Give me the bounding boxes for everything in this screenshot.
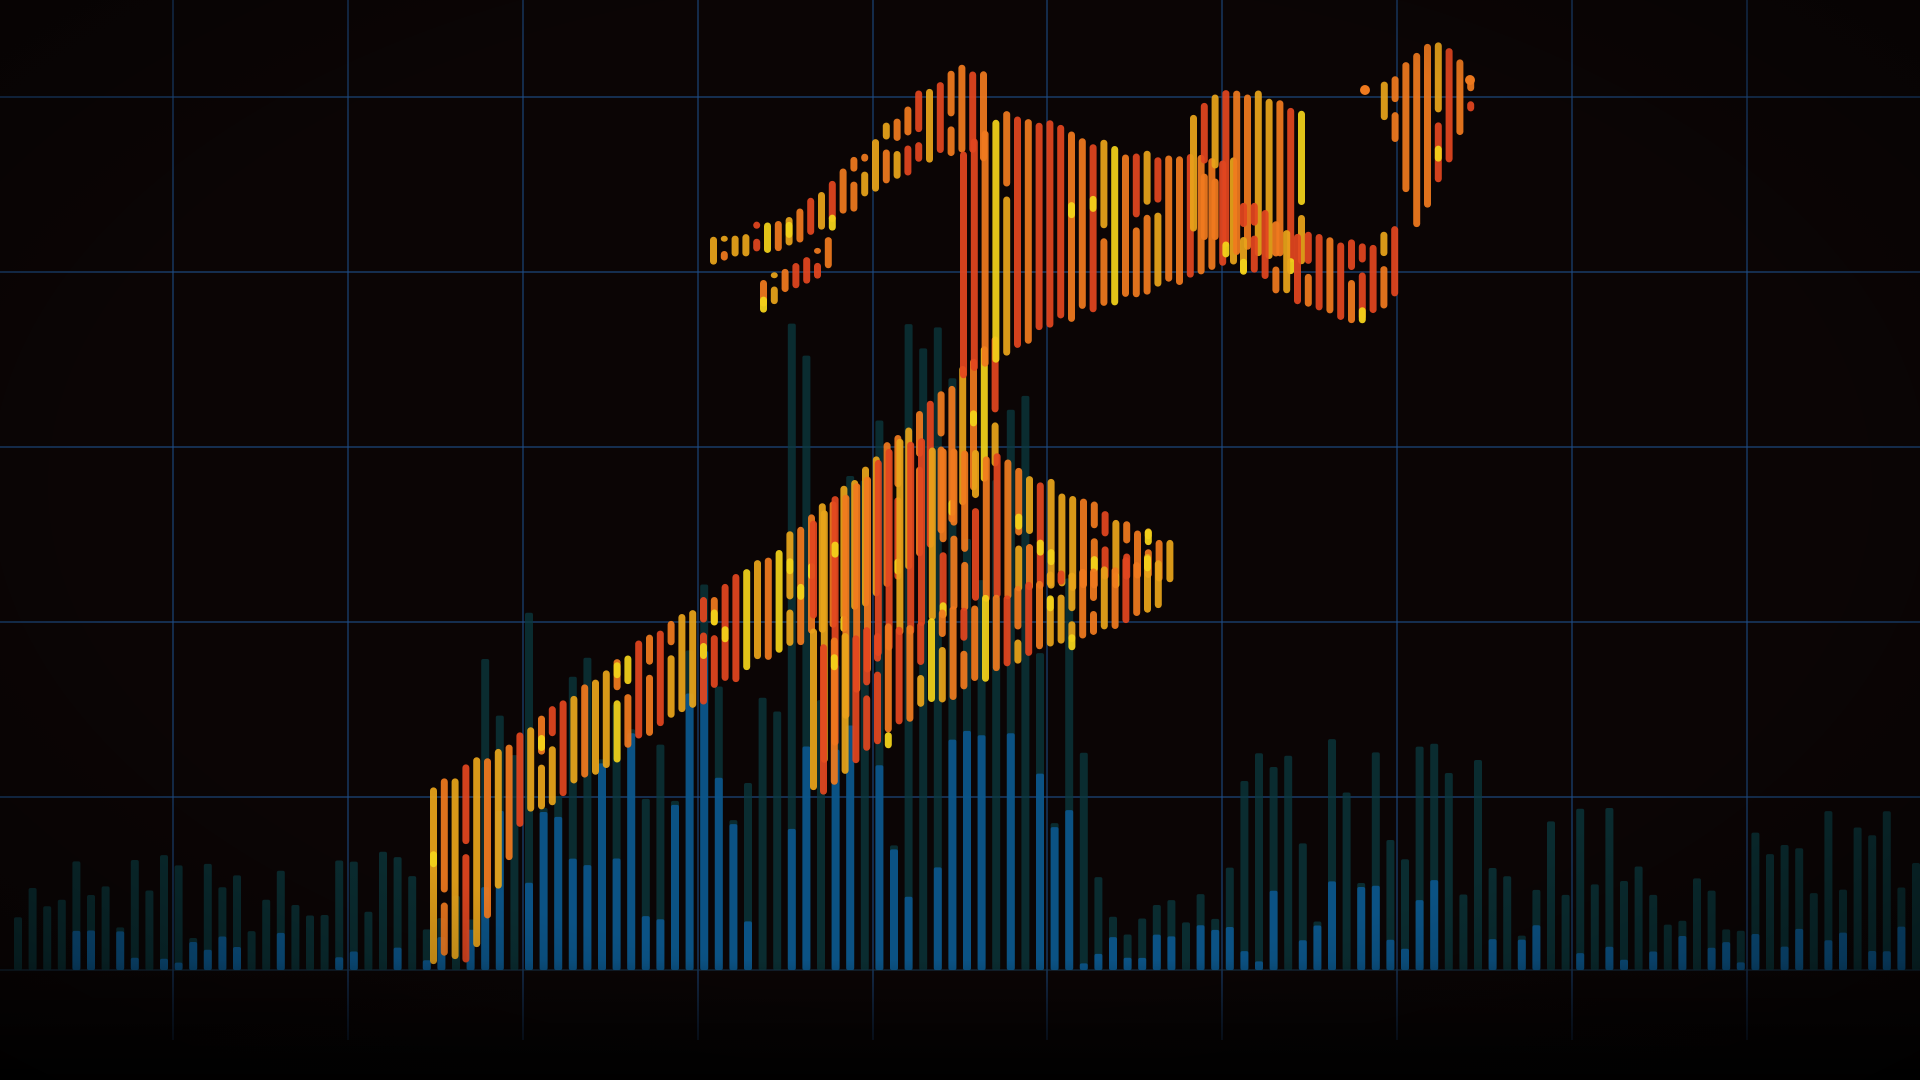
- artwork-stage: [0, 0, 1920, 1080]
- vignette: [0, 0, 1920, 1080]
- sprinter-data-art: [0, 0, 1920, 1080]
